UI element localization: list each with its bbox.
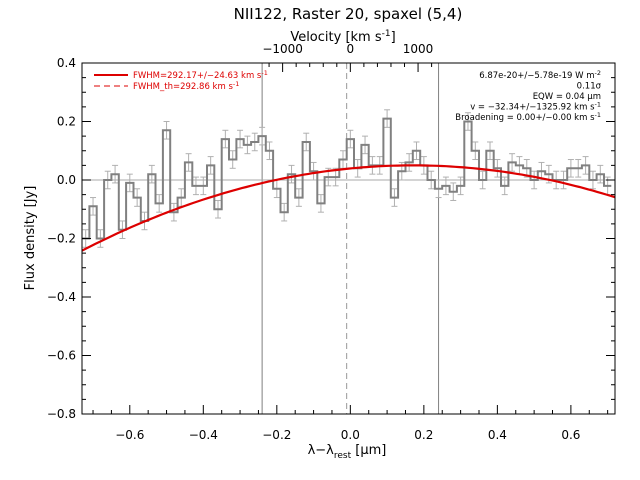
x-axis-label: λ−λrest [μm] xyxy=(308,443,387,461)
plot-area: −0.6 −0.4 −0.2 0.0 0.2 0.4 0.6 −1000 0 1000 −0.8 −0… xyxy=(47,42,616,442)
fit-annotation: Broadening = 0.00+/−0.00 km s-1 xyxy=(455,111,601,123)
legend-label: FWHM=292.17+/−24.63 km s-1 xyxy=(133,69,268,81)
fit-annotation: v = −32.34+/−1325.92 km s-1 xyxy=(470,101,601,113)
chart-title: NII122, Raster 20, spaxel (5,4) xyxy=(234,5,463,23)
x-tick-label: 0.2 xyxy=(414,428,433,442)
fit-annotation: 0.11σ xyxy=(577,82,602,92)
spectrum-step-line xyxy=(82,117,612,240)
top-tick-label: 1000 xyxy=(403,42,434,56)
x-tick-label: −0.2 xyxy=(262,428,291,442)
x-tick-label: −0.4 xyxy=(189,428,218,442)
y-tick-label: 0.0 xyxy=(57,173,76,187)
fit-annotation: EQW = 0.04 μm xyxy=(533,92,601,102)
y-tick-label: −0.8 xyxy=(47,407,76,421)
y-tick-label: 0.2 xyxy=(57,115,76,129)
legend-label: FWHM_th=292.86 km s-1 xyxy=(133,80,239,92)
y-tick-label: 0.4 xyxy=(57,56,76,70)
x-tick-label: 0.4 xyxy=(488,428,507,442)
y-tick-label: −0.2 xyxy=(47,232,76,246)
x-tick-label: 0.0 xyxy=(341,428,360,442)
y-tick-label: −0.6 xyxy=(47,349,76,363)
top-axis-label: Velocity [km s-1] xyxy=(290,29,395,45)
top-tick-label: 0 xyxy=(347,42,355,56)
fit-annotation: 6.87e-20+/−5.78e-19 W m-2 xyxy=(479,69,601,81)
y-axis-label: Flux density [Jy] xyxy=(23,186,38,291)
x-tick-label: 0.6 xyxy=(561,428,580,442)
y-tick-label: −0.4 xyxy=(47,290,76,304)
x-tick-label: −0.6 xyxy=(115,428,144,442)
fit-curve xyxy=(81,164,616,252)
top-tick-label: −1000 xyxy=(262,42,303,56)
